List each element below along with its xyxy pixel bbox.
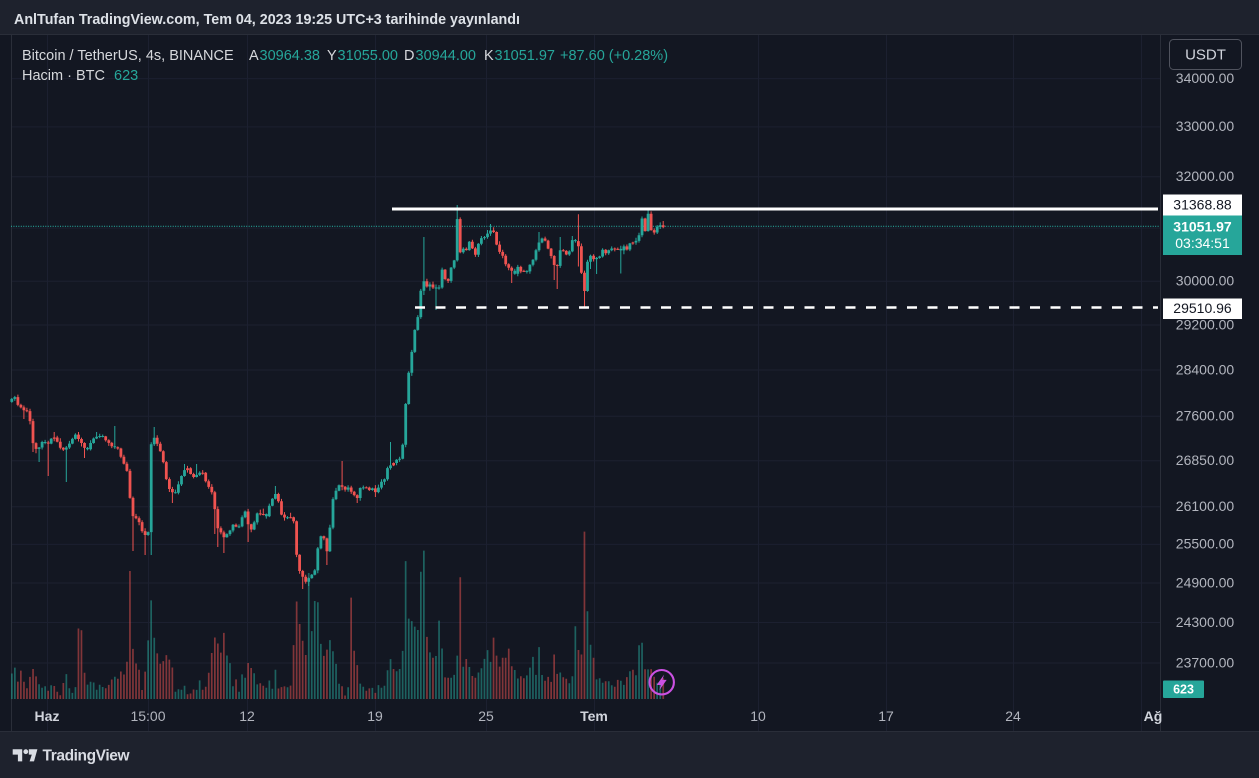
svg-text:32000.00: 32000.00 [1176,168,1235,184]
svg-text:24: 24 [1005,708,1021,724]
svg-text:Bitcoin / TetherUS, 4s, BINANC: Bitcoin / TetherUS, 4s, BINANCE [22,48,234,64]
svg-text:10: 10 [750,708,766,724]
svg-text:34000.00: 34000.00 [1176,70,1235,86]
svg-text:24300.00: 24300.00 [1176,614,1235,630]
svg-text:31368.88: 31368.88 [1173,197,1232,213]
svg-text:29510.96: 29510.96 [1173,300,1232,316]
svg-text:27600.00: 27600.00 [1176,408,1235,424]
svg-text:26850.00: 26850.00 [1176,452,1235,468]
svg-text:25500.00: 25500.00 [1176,536,1235,552]
svg-text:33000.00: 33000.00 [1176,118,1235,134]
svg-text:Tem: Tem [580,708,608,724]
svg-text:K: K [484,48,494,64]
svg-text:TradingView: TradingView [43,748,131,765]
svg-text:31051.97: 31051.97 [495,48,555,64]
svg-text:30944.00: 30944.00 [416,48,476,64]
svg-text:30964.38: 30964.38 [260,48,320,64]
svg-text:30000.00: 30000.00 [1176,273,1235,289]
svg-text:25: 25 [478,708,494,724]
svg-text:12: 12 [239,708,255,724]
svg-text:26100.00: 26100.00 [1176,498,1235,514]
svg-text:A: A [249,48,259,64]
svg-text:D: D [404,48,414,64]
svg-text:Ağ: Ağ [1144,708,1163,724]
svg-text:23700.00: 23700.00 [1176,654,1235,670]
svg-text:31055.00: 31055.00 [338,48,398,64]
svg-text:29200.00: 29200.00 [1176,316,1235,332]
svg-text:24900.00: 24900.00 [1176,574,1235,590]
svg-text:03:34:51: 03:34:51 [1175,235,1230,251]
svg-text:Hacim · BTC: Hacim · BTC [22,68,105,84]
svg-text:+87.60 (+0.28%): +87.60 (+0.28%) [560,48,668,64]
svg-text:623: 623 [1173,683,1194,697]
svg-text:31051.97: 31051.97 [1173,219,1232,235]
svg-text:623: 623 [114,68,138,84]
svg-text:USDT: USDT [1185,47,1226,64]
svg-text:19: 19 [367,708,383,724]
svg-text:Y: Y [327,48,337,64]
svg-text:28400.00: 28400.00 [1176,361,1235,377]
svg-text:17: 17 [878,708,894,724]
svg-text:Haz: Haz [35,708,60,724]
svg-text:AnlTufan TradingView.com, Tem: AnlTufan TradingView.com, Tem 04, 2023 1… [14,12,520,28]
svg-text:15:00: 15:00 [130,708,165,724]
